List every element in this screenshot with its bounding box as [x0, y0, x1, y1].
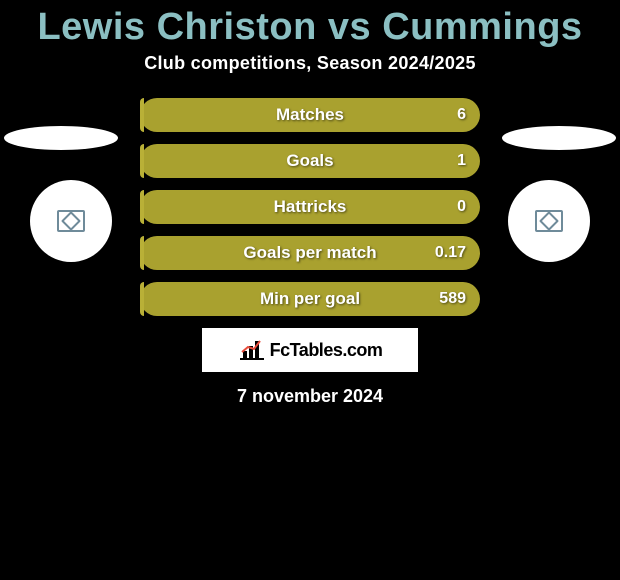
stat-label: Min per goal [260, 289, 360, 309]
snapshot-date: 7 november 2024 [0, 386, 620, 407]
left-ellipse [4, 126, 118, 150]
stat-value-right: 589 [439, 290, 466, 308]
bar-chart-icon [238, 339, 266, 361]
placeholder-image-icon [57, 210, 85, 232]
stat-row-goals-per-match: Goals per match 0.17 [140, 236, 480, 270]
stat-label: Goals [286, 151, 333, 171]
stat-label: Matches [276, 105, 344, 125]
stat-row-hattricks: Hattricks 0 [140, 190, 480, 224]
stat-label: Goals per match [243, 243, 376, 263]
stat-label: Hattricks [274, 197, 347, 217]
right-ellipse [502, 126, 616, 150]
page-subtitle: Club competitions, Season 2024/2025 [0, 53, 620, 98]
page-title: Lewis Christon vs Cummings [0, 0, 620, 53]
stat-value-right: 1 [457, 152, 466, 170]
player-avatar-right [508, 180, 590, 262]
logo-text: FcTables.com [270, 340, 383, 361]
placeholder-image-icon [535, 210, 563, 232]
stat-row-min-per-goal: Min per goal 589 [140, 282, 480, 316]
stat-row-matches: Matches 6 [140, 98, 480, 132]
stat-row-goals: Goals 1 [140, 144, 480, 178]
fctables-logo[interactable]: FcTables.com [202, 328, 418, 372]
stats-container: Matches 6 Goals 1 Hattricks 0 Goals per … [140, 98, 480, 316]
stat-value-right: 6 [457, 106, 466, 124]
stat-value-right: 0 [457, 198, 466, 216]
stat-value-right: 0.17 [435, 244, 466, 262]
player-avatar-left [30, 180, 112, 262]
